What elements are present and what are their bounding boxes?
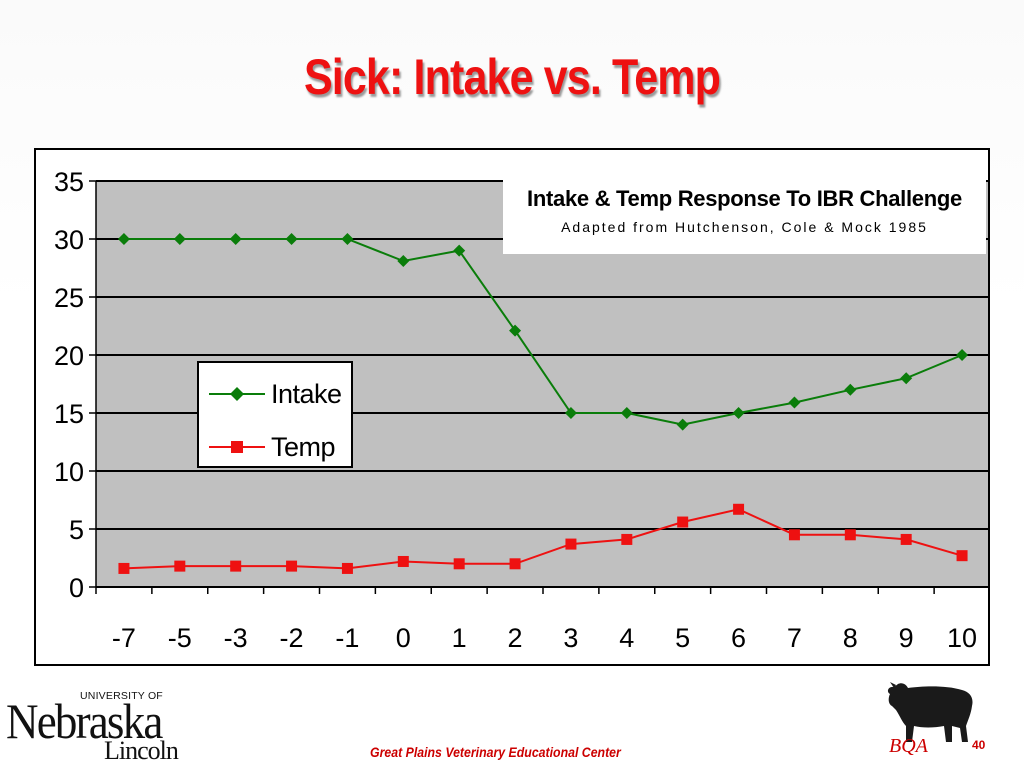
x-tick-label: 3: [563, 623, 578, 653]
data-point-intake: [788, 396, 801, 409]
slide-title: Sick: Intake vs. Temp: [303, 49, 721, 105]
data-point-temp: [788, 529, 800, 541]
chart-subtitle: Adapted from Hutchenson, Cole & Mock 198…: [561, 219, 928, 235]
x-tick-label: -1: [335, 623, 359, 653]
data-point-temp: [733, 503, 745, 515]
series-line-intake: [123, 238, 963, 426]
chart-annotation-box: Intake & Temp Response To IBR Challenge …: [503, 180, 986, 254]
y-tick-label: 20: [54, 341, 84, 371]
data-point-temp: [565, 538, 577, 550]
data-point-temp: [844, 529, 856, 541]
y-tick-label: 30: [54, 225, 84, 255]
logo-sub-text: Lincoln: [104, 736, 179, 765]
cow-icon: [887, 682, 973, 742]
x-tick-label: -5: [168, 623, 192, 653]
data-point-intake: [900, 372, 913, 385]
legend-label-temp: Temp: [271, 431, 336, 462]
legend-item-intake: Intake: [209, 374, 342, 414]
data-point-intake: [564, 407, 577, 419]
x-tick-label: -2: [280, 623, 304, 653]
x-tick-label: -3: [224, 623, 248, 653]
data-point-intake: [732, 407, 745, 419]
x-tick-label: 7: [787, 623, 802, 653]
x-tick-label: 0: [396, 623, 411, 653]
x-tick-label: 2: [508, 623, 523, 653]
data-point-temp: [118, 562, 130, 574]
y-tick-label: 5: [69, 515, 84, 545]
diamond-marker-icon: [209, 387, 265, 401]
data-point-temp: [677, 516, 689, 528]
y-tick-label: 25: [54, 283, 84, 313]
y-tick-label: 35: [54, 167, 84, 197]
logo-top-text: UNIVERSITY OF: [80, 690, 163, 702]
data-point-temp: [230, 560, 242, 572]
data-point-intake: [844, 383, 857, 396]
square-marker-icon: [209, 441, 265, 453]
x-tick-label: 5: [675, 623, 690, 653]
data-point-intake: [229, 233, 242, 245]
chart-legend: Intake Temp: [197, 361, 353, 468]
x-tick-label: 4: [619, 623, 634, 653]
university-logo: UNIVERSITY OF Nebraska Lincoln: [6, 688, 179, 766]
x-tick-label: 8: [843, 623, 858, 653]
y-tick-label: 10: [54, 457, 84, 487]
data-point-temp: [509, 558, 521, 570]
page-number: 40: [972, 738, 986, 752]
data-point-intake: [509, 324, 522, 337]
data-point-intake: [341, 233, 354, 245]
y-tick-label: 15: [54, 399, 84, 429]
data-point-intake: [453, 244, 466, 257]
data-point-temp: [621, 533, 633, 545]
data-point-temp: [956, 550, 968, 562]
y-tick-label: 0: [69, 573, 84, 603]
logo-main-text: Nebraska: [6, 693, 163, 749]
legend-item-temp: Temp: [209, 427, 336, 467]
data-point-temp: [174, 560, 186, 572]
x-tick-label: 10: [947, 623, 977, 653]
x-tick-label: 6: [731, 623, 746, 653]
data-point-intake: [173, 233, 186, 245]
data-point-intake: [117, 233, 130, 245]
chart-title: Intake & Temp Response To IBR Challenge: [527, 186, 962, 211]
x-tick-label: 1: [452, 623, 467, 653]
data-point-intake: [620, 407, 633, 419]
x-tick-label: 9: [899, 623, 914, 653]
data-point-intake: [285, 233, 298, 245]
data-point-temp: [286, 560, 298, 572]
legend-label-intake: Intake: [271, 378, 342, 409]
data-point-intake: [956, 349, 969, 361]
data-point-intake: [397, 255, 410, 268]
data-point-temp: [341, 562, 353, 574]
footer-text: Great Plains Veterinary Educational Cent…: [370, 744, 621, 760]
bqa-logo-text: BQA: [889, 735, 928, 757]
data-point-temp: [397, 555, 409, 567]
data-point-temp: [900, 533, 912, 545]
data-point-intake: [676, 418, 689, 431]
series-line-temp: [123, 508, 963, 570]
x-tick-label: -7: [112, 623, 136, 653]
data-point-temp: [453, 558, 465, 570]
